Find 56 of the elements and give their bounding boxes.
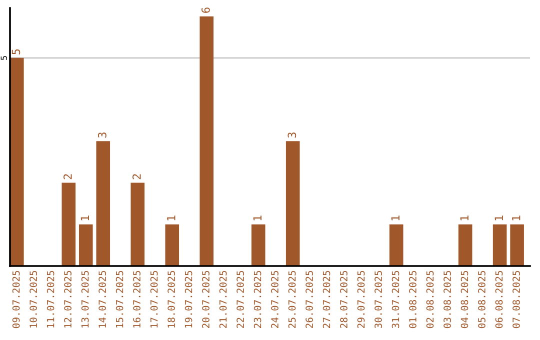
bar: [10, 58, 24, 266]
bar: [200, 16, 214, 266]
bar: [286, 141, 300, 266]
x-tick-label: 29.07.2025: [357, 270, 365, 328]
bar: [510, 224, 524, 266]
data-label: 1: [460, 216, 468, 220]
x-tick-label: 09.07.2025: [12, 270, 20, 328]
x-tick-label: 18.07.2025: [168, 270, 175, 328]
x-tick-label: 22.07.2025: [236, 270, 244, 328]
x-tick-label: 23.07.2025: [254, 270, 262, 328]
x-tick-label: 03.08.2025: [444, 270, 451, 328]
x-tick-label: 02.08.2025: [426, 270, 434, 328]
x-tick-label: 25.07.2025: [288, 270, 296, 328]
x-tick-label: 20.07.2025: [202, 270, 210, 328]
x-tick-label: 19.07.2025: [184, 270, 192, 328]
x-tick-label: 01.08.2025: [409, 270, 416, 328]
x-tick-label: 24.07.2025: [271, 270, 278, 328]
x-tick-label: 04.08.2025: [460, 270, 468, 328]
x-tick-label: 26.07.2025: [306, 270, 313, 328]
x-tick-label: 12.07.2025: [64, 270, 72, 328]
bar: [96, 141, 110, 266]
bar: [389, 224, 404, 266]
data-label: 5: [0, 56, 7, 60]
data-label: 3: [98, 132, 106, 138]
data-label: 1: [494, 216, 503, 220]
bar: [62, 182, 76, 266]
x-tick-label: 21.07.2025: [219, 270, 227, 328]
x-tick-label: 16.07.2025: [133, 270, 140, 328]
x-tick-label: 17.07.2025: [150, 270, 158, 328]
data-label: 1: [253, 216, 262, 220]
data-label: 6: [201, 8, 210, 13]
bar: [251, 224, 266, 266]
x-tick-label: 06.08.2025: [495, 270, 503, 328]
x-tick-label: 27.07.2025: [322, 270, 330, 328]
bar: [130, 182, 145, 266]
x-tick-label: 30.07.2025: [374, 270, 382, 328]
data-label: 3: [288, 132, 296, 138]
data-label: 2: [63, 174, 72, 180]
data-label: 1: [512, 216, 520, 220]
bar: [78, 224, 93, 266]
bar: [492, 224, 507, 266]
x-tick-label: 13.07.2025: [81, 270, 89, 328]
x-tick-label: 10.07.2025: [30, 270, 37, 328]
x-tick-label: 05.08.2025: [478, 270, 486, 328]
data-label: 1: [167, 216, 176, 220]
data-label: 1: [391, 216, 400, 220]
data-label: 2: [132, 174, 141, 180]
bar: [165, 224, 180, 266]
x-tick-label: 15.07.2025: [116, 270, 124, 328]
x-tick-label: 31.07.2025: [392, 270, 400, 328]
x-tick-label: 07.08.2025: [512, 270, 520, 328]
x-tick-label: 14.07.2025: [98, 270, 106, 328]
data-label: 1: [80, 216, 89, 220]
x-tick-label: 11.07.2025: [46, 270, 54, 328]
bar: [458, 224, 472, 266]
x-tick-label: 28.07.2025: [340, 270, 348, 328]
